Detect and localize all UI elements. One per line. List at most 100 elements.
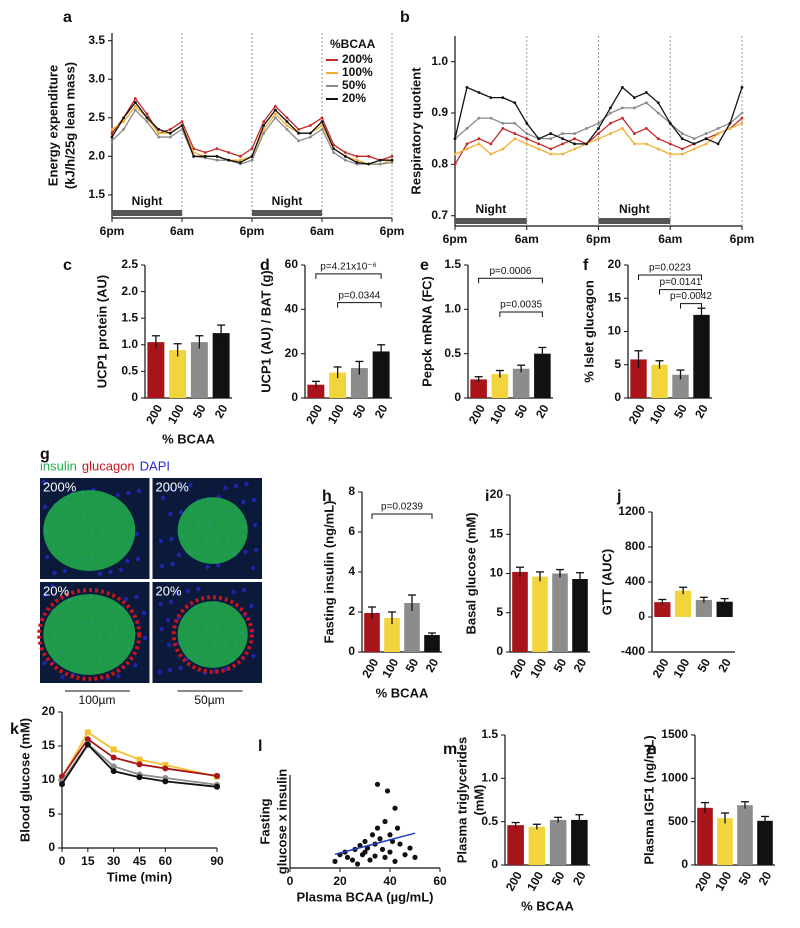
point [644,142,648,146]
point [110,127,114,131]
nucleus [97,571,103,577]
y-axis-label: Fasting [257,798,272,844]
night-label: Night [476,202,507,216]
y-tick-label: 0.9 [431,105,448,119]
night-bar [252,210,322,216]
point [644,101,648,105]
point [680,147,684,151]
point [477,91,481,94]
point [157,127,161,131]
point [320,120,324,124]
point [344,854,351,860]
y-tick-label: 1.5 [88,187,105,201]
series-line [61,737,218,778]
p-value: p=0.0141 [660,277,702,288]
nucleus [233,483,239,489]
point [513,101,517,105]
panel-label: k [10,721,19,738]
point [465,127,469,130]
point [407,845,413,851]
bar [675,590,692,617]
bar [717,818,733,865]
point [716,127,720,130]
y-tick-label: 1.0 [481,771,498,785]
panel-label: h [322,488,332,505]
nucleus [142,635,148,641]
point [273,112,277,116]
y-tick-label: 15 [42,738,56,752]
point [573,137,576,141]
point [394,825,401,831]
point [203,151,207,154]
nucleus [167,667,173,673]
x-tick-label: 50 [350,402,369,421]
point [656,111,660,115]
point [465,147,469,151]
series-line [61,743,218,788]
point [133,108,137,112]
point [561,137,565,141]
point [390,154,394,158]
point [273,104,277,108]
bar [572,578,588,652]
bar [737,805,753,865]
point [597,132,600,135]
point [238,161,242,164]
panel-label: m [443,741,457,758]
x-tick-label: 20 [570,869,589,888]
y-tick-label: 20 [42,704,56,718]
point [465,142,469,146]
panel-label: a [63,9,72,26]
bar [532,576,548,652]
night-label: Night [619,202,650,216]
point [609,111,612,115]
point [477,116,481,120]
nucleus [169,536,174,542]
point [692,147,696,151]
y-tick-label: 60 [285,257,299,271]
point [332,147,336,151]
y-tick-label: 400 [625,574,645,588]
x-tick-label: 6pm [380,224,405,238]
point [632,142,636,146]
bar [528,826,546,865]
point [84,729,91,736]
nucleus [243,549,248,555]
bar [350,368,368,398]
bar [697,807,713,865]
bar [491,374,509,398]
bar [384,618,400,652]
point [136,774,143,781]
significance-bracket [371,513,433,519]
nucleus [52,570,57,576]
point [525,121,529,125]
bar [512,571,528,652]
x-tick-label: 100 [524,869,546,894]
point [644,91,648,94]
point [343,158,347,162]
point [740,111,744,115]
y-tick-label: 0 [638,609,645,623]
point [349,857,356,863]
nucleus [118,567,124,573]
y-tick-label: 3.5 [88,33,105,47]
point [561,152,565,156]
point [537,142,541,146]
nucleus [241,499,246,505]
x-tick-label: 200 [626,402,648,427]
x-tick-label: 20 [571,656,590,675]
nucleus [42,660,47,666]
point [84,736,91,743]
y-tick-label: 15 [490,526,504,540]
x-tick-label: 50 [736,869,755,888]
point [133,100,137,104]
point [621,127,624,130]
nucleus [116,673,121,679]
nucleus [231,589,236,595]
point [609,106,612,110]
point [561,142,565,146]
point [133,104,137,108]
x-tick-label: 45 [133,854,147,868]
point [465,85,469,89]
nucleus [41,479,47,485]
